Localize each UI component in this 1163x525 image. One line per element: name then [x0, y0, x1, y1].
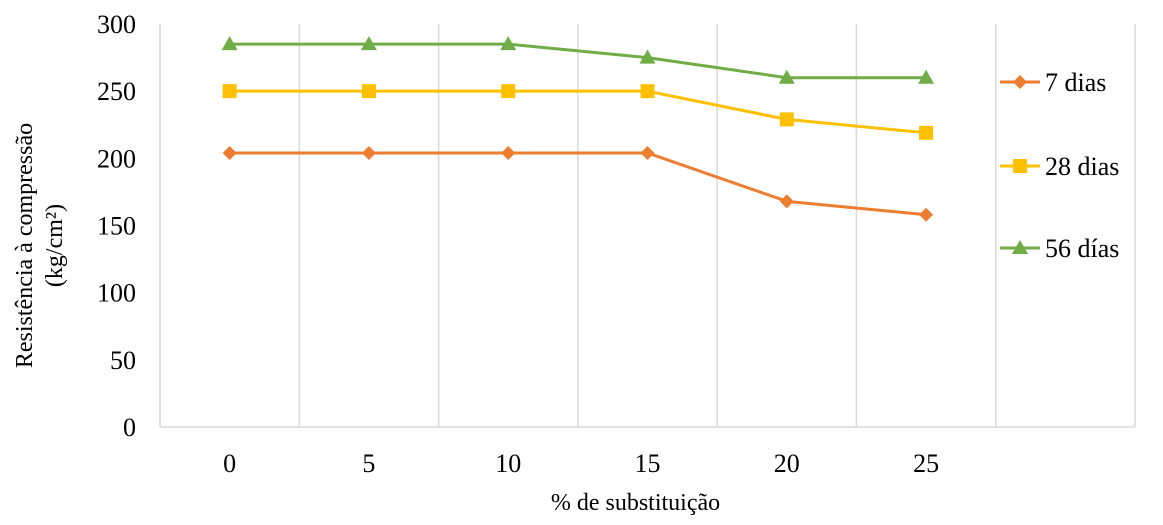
x-tick-label: 0 [223, 449, 236, 478]
data-point-marker [919, 125, 934, 140]
legend-marker [1012, 240, 1028, 254]
data-point-marker [779, 194, 794, 209]
x-axis-title: % de substituição [551, 490, 720, 516]
x-tick-label: 10 [495, 449, 521, 478]
series-line [229, 151, 927, 217]
y-tick-label: 50 [110, 346, 136, 375]
data-point-marker [501, 145, 516, 160]
y-tick-label: 150 [97, 212, 136, 241]
y-tick-label: 0 [123, 413, 136, 442]
data-point-marker [221, 36, 238, 51]
data-point-marker [361, 84, 376, 99]
legend-label: 7 dias [1045, 68, 1106, 97]
x-tick-label: 15 [635, 449, 661, 478]
legend-label: 28 dias [1045, 152, 1119, 181]
series-line [229, 42, 927, 80]
series-group [221, 36, 935, 222]
y-tick-label: 300 [97, 10, 136, 39]
x-tick-label: 5 [362, 449, 375, 478]
data-point-marker [919, 207, 934, 222]
y-axis-title: Resistência à compressão (kg/cm²) [12, 123, 68, 368]
data-point-marker [222, 145, 237, 160]
axes: 0 50 100 150 200 250 300 0 5 10 15 20 25 [97, 10, 1135, 478]
x-tick-label: 25 [913, 449, 939, 478]
data-point-marker [222, 84, 237, 99]
legend-marker [1013, 159, 1027, 173]
y-tick-label: 200 [97, 144, 136, 173]
data-point-marker [778, 69, 795, 84]
series-line [229, 89, 927, 135]
x-tick-label: 20 [774, 449, 800, 478]
legend-label: 56 días [1045, 234, 1119, 263]
data-point-marker [500, 36, 517, 51]
data-point-marker [918, 69, 935, 84]
data-point-marker [639, 49, 656, 64]
data-point-marker [779, 112, 794, 127]
y-axis-title-line: (kg/cm²) [42, 204, 68, 287]
y-tick-label: 100 [97, 279, 136, 308]
data-point-marker [361, 145, 376, 160]
data-point-marker [640, 84, 655, 99]
legend-marker [1013, 75, 1027, 89]
data-point-marker [501, 84, 516, 99]
data-point-marker [640, 145, 655, 160]
legend: 7 dias 28 dias 56 días [1000, 68, 1119, 263]
labels: % de substituição Resistência à compress… [12, 123, 720, 516]
data-point-marker [360, 36, 377, 51]
y-tick-label: 250 [97, 77, 136, 106]
y-axis-title-line: Resistência à compressão [12, 123, 38, 368]
